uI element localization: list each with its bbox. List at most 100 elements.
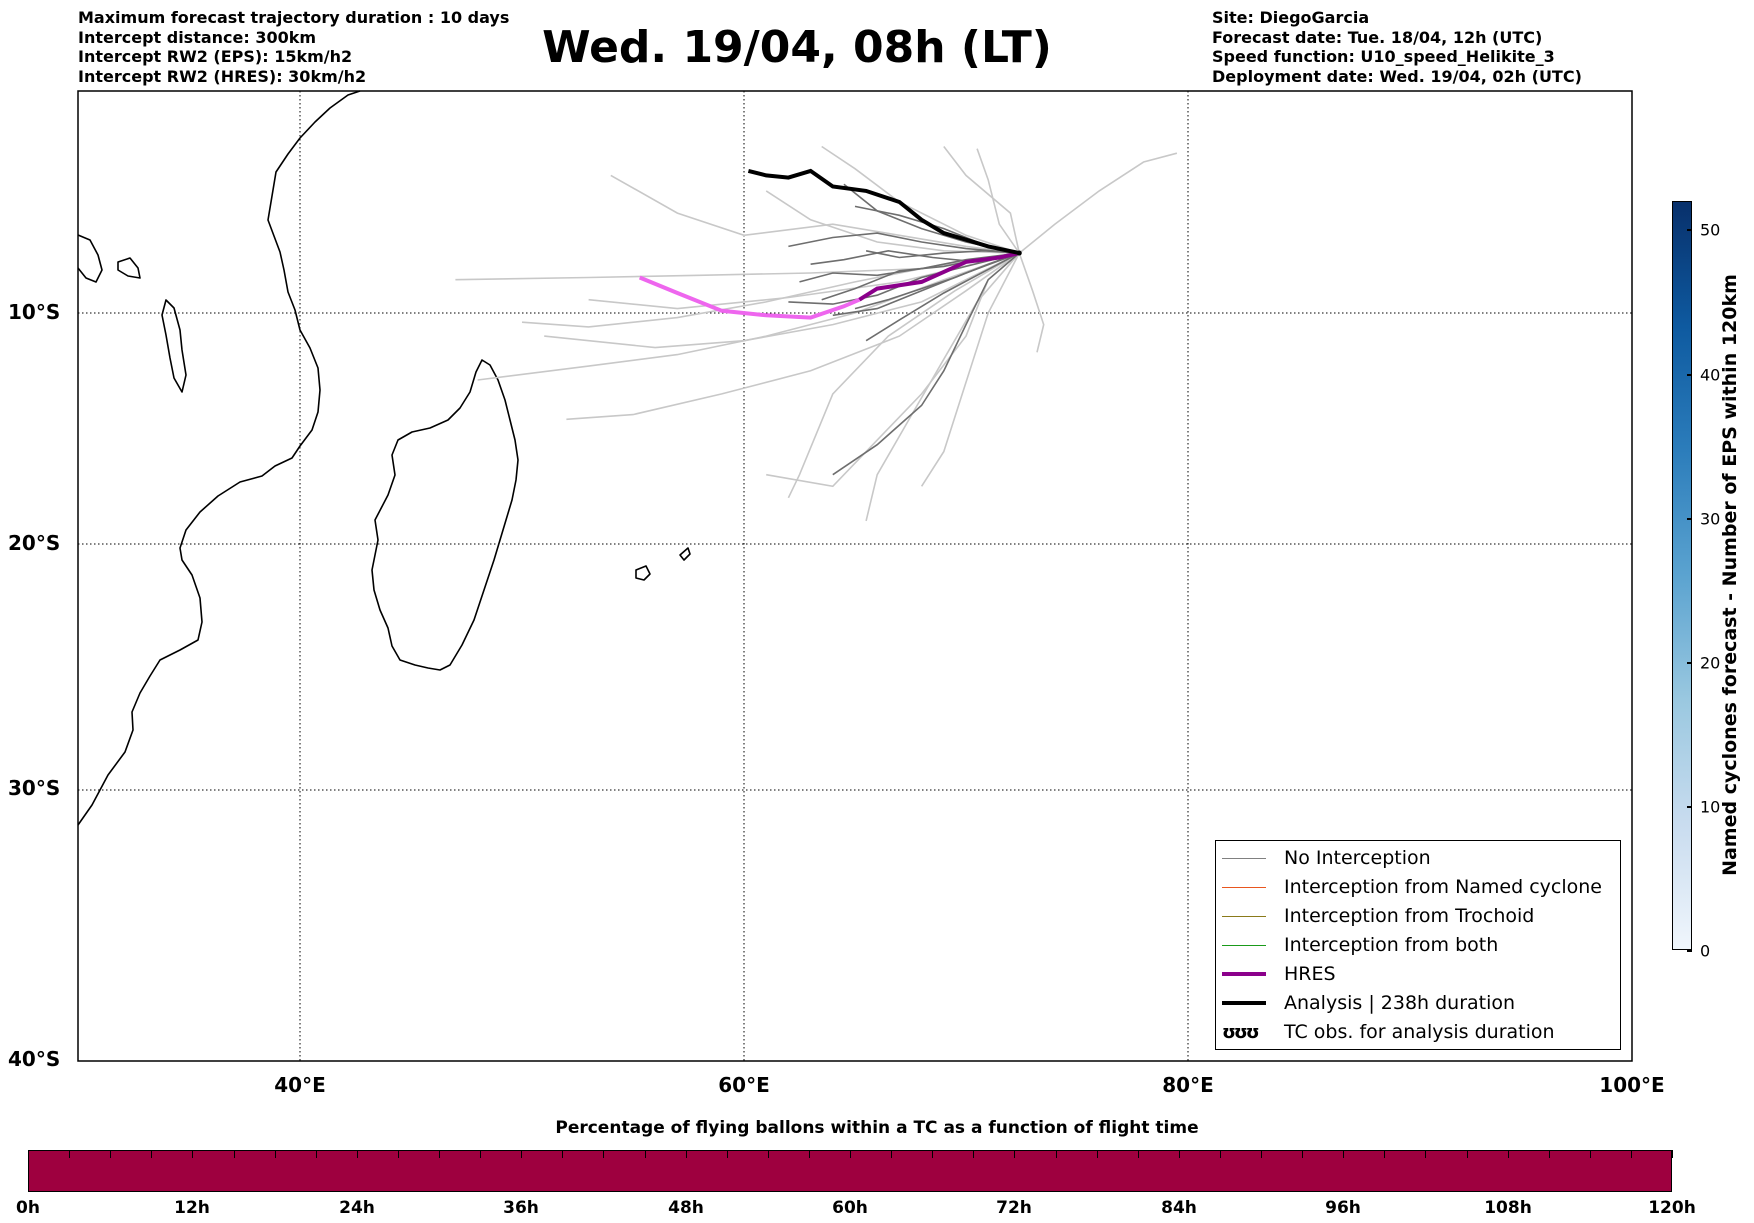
lat-label-10s: 10°S <box>8 300 61 324</box>
cbar-tick <box>1687 950 1692 952</box>
lat-label-40s: 40°S <box>8 1047 61 1071</box>
legend-item-named-cyclone: Interception from Named cyclone <box>1222 874 1602 900</box>
eps-trajectory <box>832 252 1020 476</box>
param-line-1: Maximum forecast trajectory duration : 1… <box>78 8 510 27</box>
cbar-tick-label: 30 <box>1700 509 1721 529</box>
flight-time-label: 84h <box>1161 1198 1197 1218</box>
hres-trajectory <box>638 251 1020 320</box>
coastline-path <box>161 299 187 393</box>
flight-time-label: 96h <box>1325 1198 1361 1218</box>
flight-time-tick <box>973 1150 975 1158</box>
eps-trajectory <box>943 146 1021 254</box>
flight-time-tick <box>808 1150 810 1158</box>
site-line-1: Site: DiegoGarcia <box>1212 8 1370 27</box>
legend-label: Interception from Trochoid <box>1284 905 1535 927</box>
param-line-2: Intercept distance: 300km <box>78 27 317 47</box>
legend-label: TC obs. for analysis duration <box>1284 1021 1555 1043</box>
flight-time-tick <box>1425 1150 1427 1158</box>
analysis-trajectory <box>747 168 1022 256</box>
lat-label-20s: 20°S <box>8 531 61 555</box>
legend-label: No Interception <box>1284 847 1431 869</box>
legend-swatch <box>1222 915 1266 917</box>
forecast-parameters: Maximum forecast trajectory duration : 1… <box>78 8 509 86</box>
coastline-path <box>635 565 651 581</box>
flight-time-tick <box>397 1150 399 1158</box>
flight-time-tick <box>1302 1150 1304 1158</box>
flight-time-label: 60h <box>832 1198 868 1218</box>
flight-time-tick <box>233 1150 235 1158</box>
site-line-4: Deployment date: Wed. 19/04, 02h (UTC) <box>1212 66 1582 86</box>
flight-time-label: 48h <box>668 1198 704 1218</box>
page-title: Wed. 19/04, 08h (LT) <box>542 22 1052 73</box>
flight-time-tick <box>1630 1150 1632 1158</box>
flight-time-tick <box>562 1150 564 1158</box>
lon-label-60e: 60°E <box>718 1073 770 1097</box>
cbar-tick <box>1687 806 1692 808</box>
legend-label: Interception from both <box>1284 934 1499 956</box>
flight-time-tick <box>644 1150 646 1158</box>
flight-time-tick <box>1219 1150 1221 1158</box>
flight-time-tick <box>1507 1150 1509 1158</box>
flight-time-tick <box>1466 1150 1468 1158</box>
legend-swatch <box>1222 972 1266 976</box>
flight-time-tick <box>850 1150 851 1158</box>
legend-swatch <box>1222 886 1266 888</box>
legend-item-hres: HRES <box>1222 961 1336 987</box>
lon-label-40e: 40°E <box>274 1073 326 1097</box>
flight-time-label: 72h <box>996 1198 1032 1218</box>
lon-label-100e: 100°E <box>1599 1073 1665 1097</box>
eps-trajectory <box>1018 152 1178 254</box>
coastline-path <box>77 90 361 826</box>
legend-item-analysis: Analysis | 238h duration <box>1222 990 1515 1016</box>
eps-trajectories-dark <box>788 183 1020 476</box>
legend-swatch <box>1222 857 1266 859</box>
deployment-site-marker <box>1016 250 1022 256</box>
cbar-tick-label: 40 <box>1700 365 1721 385</box>
eps-trajectory <box>821 145 1020 254</box>
site-info: Site: DiegoGarcia Forecast date: Tue. 18… <box>1212 8 1582 86</box>
legend-label: Analysis | 238h duration <box>1284 992 1516 1014</box>
hres-trajectory-early <box>638 275 861 320</box>
eps-trajectory <box>976 148 1020 254</box>
flight-time-label: 24h <box>339 1198 375 1218</box>
legend-item-trochoid: Interception from Trochoid <box>1222 903 1534 929</box>
flight-time-tick <box>1384 1150 1386 1158</box>
param-line-3: Intercept RW2 (EPS): 15km/h2 <box>78 47 353 66</box>
cbar-tick <box>1687 374 1692 376</box>
eps-trajectory <box>920 252 1021 487</box>
flight-time-tick <box>1137 1150 1139 1158</box>
coastline-path <box>117 257 141 279</box>
cbar-tick-label: 0 <box>1700 941 1711 961</box>
coastline-path <box>77 234 103 283</box>
site-line-2: Forecast date: Tue. 18/04, 12h (UTC) <box>1212 27 1543 47</box>
flight-time-tick <box>69 1150 71 1158</box>
flight-time-tick <box>274 1150 276 1158</box>
eps-trajectory <box>787 252 1020 499</box>
eps-trajectory <box>865 252 1020 342</box>
flight-time-tick <box>521 1150 523 1158</box>
legend-item-no-interception: No Interception <box>1222 845 1431 871</box>
eps-trajectory <box>544 252 1020 349</box>
flight-time-tick <box>726 1150 728 1158</box>
flight-time-label: 36h <box>503 1198 539 1218</box>
cbar-tick <box>1687 229 1692 231</box>
coastlines <box>77 90 691 826</box>
eps-trajectories-light <box>455 145 1178 522</box>
param-line-4: Intercept RW2 (HRES): 30km/h2 <box>78 66 367 86</box>
cbar-tick <box>1687 518 1692 520</box>
flight-time-label: 108h <box>1484 1198 1532 1218</box>
flight-time-tick <box>1055 1150 1057 1158</box>
flight-time-tick <box>1343 1150 1345 1158</box>
coastline-path <box>679 547 691 561</box>
flight-time-label: 120h <box>1648 1198 1696 1218</box>
flight-time-tick <box>1261 1150 1262 1158</box>
flight-time-tick <box>151 1150 153 1158</box>
lat-label-30s: 30°S <box>8 776 61 800</box>
eps-trajectory <box>566 252 1020 421</box>
flight-time-tick <box>891 1150 893 1158</box>
flight-time-tick <box>1178 1150 1180 1158</box>
cbar-tick-label: 10 <box>1700 797 1721 817</box>
site-line-3: Speed function: U10_speed_Helikite_3 <box>1212 47 1555 66</box>
coastline-path <box>371 359 519 671</box>
flight-time-tick <box>1548 1150 1550 1158</box>
